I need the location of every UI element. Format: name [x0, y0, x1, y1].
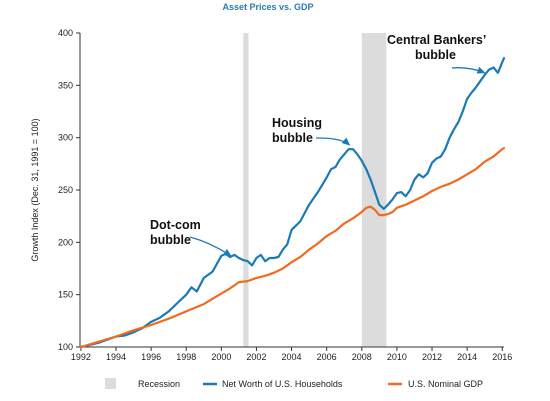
axes: 100 150 200 250 300 350 400 1992 1994 1996 1998 200…: [58, 28, 512, 362]
legend: Recession Net Worth of U.S. Households U…: [105, 378, 483, 389]
annotation-label: bubble: [272, 131, 313, 145]
recession-band: [243, 33, 249, 347]
x-tick-label: 2006: [317, 352, 337, 362]
y-tick-label: 200: [58, 237, 73, 247]
annotation-label: Dot-com: [150, 218, 201, 232]
annotation-label: bubble: [150, 233, 191, 247]
y-tick-label: 300: [58, 133, 73, 143]
x-tick-label: 2008: [352, 352, 372, 362]
y-tick-label: 250: [58, 185, 73, 195]
series-lines: [79, 57, 506, 349]
legend-recession-label: Recession: [138, 379, 180, 389]
x-tick-label: 1998: [176, 352, 196, 362]
x-tick-label: 2016: [492, 352, 512, 362]
x-tick-label: 1992: [71, 352, 91, 362]
x-tick-label: 2012: [422, 352, 442, 362]
x-tick-label: 1996: [141, 352, 161, 362]
gdp-line: [79, 147, 506, 349]
annotation-label: Housing: [272, 116, 322, 130]
y-tick-label: 350: [58, 80, 73, 90]
annotation-arrow: [451, 66, 486, 74]
net-worth-line: [79, 57, 506, 349]
y-axis-label: Growth Index (Dec. 31, 1991 = 100): [30, 118, 40, 261]
annotation-arrow: [315, 137, 351, 146]
annotation-arrow: [189, 236, 232, 257]
recession-bands: [243, 33, 387, 347]
x-tick-label: 2014: [457, 352, 477, 362]
chart-title: Asset Prices vs. GDP: [222, 2, 313, 12]
y-tick-label: 100: [58, 342, 73, 352]
annotation-label: bubble: [415, 48, 456, 62]
legend-recession-swatch: [105, 378, 116, 389]
x-tick-label: 1994: [106, 352, 126, 362]
legend-net-worth-label: Net Worth of U.S. Households: [222, 379, 343, 389]
x-tick-label: 2000: [211, 352, 231, 362]
x-tick-label: 2010: [387, 352, 407, 362]
y-tick-label: 150: [58, 290, 73, 300]
legend-gdp-label: U.S. Nominal GDP: [408, 379, 483, 389]
x-tick-label: 2004: [282, 352, 302, 362]
annotation-label: Central Bankers’: [387, 33, 486, 47]
y-tick-label: 400: [58, 28, 73, 38]
x-tick-label: 2002: [246, 352, 266, 362]
